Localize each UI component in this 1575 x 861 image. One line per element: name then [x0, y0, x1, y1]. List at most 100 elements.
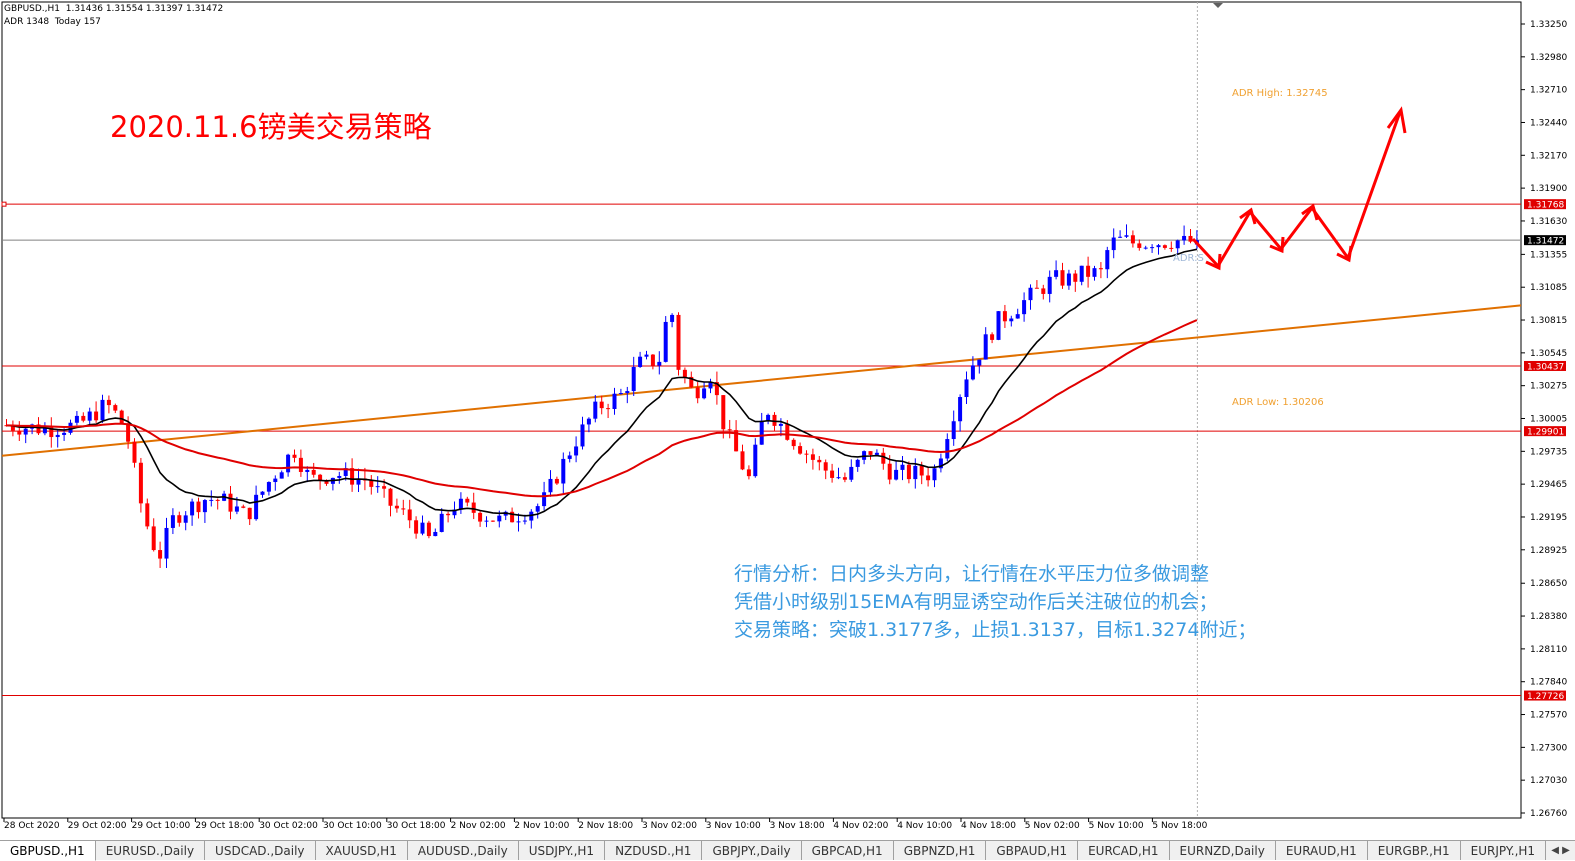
candle[interactable]: [1054, 260, 1059, 280]
candle[interactable]: [977, 359, 982, 374]
chart-tab-eurgbp-h1[interactable]: EURGBP.,H1: [1368, 841, 1461, 860]
candle[interactable]: [170, 508, 175, 535]
candle[interactable]: [1124, 224, 1129, 239]
candle[interactable]: [554, 476, 559, 485]
candle[interactable]: [369, 475, 374, 495]
candle[interactable]: [740, 444, 745, 471]
chart-tab-xauusd-h1[interactable]: XAUUSD,H1: [316, 841, 408, 860]
candle[interactable]: [1009, 315, 1014, 327]
candle[interactable]: [484, 516, 489, 528]
candle[interactable]: [926, 466, 931, 487]
candle[interactable]: [23, 425, 28, 444]
candle[interactable]: [1028, 284, 1033, 310]
candle[interactable]: [702, 381, 707, 400]
candle[interactable]: [478, 511, 483, 527]
candle[interactable]: [202, 499, 207, 523]
candle[interactable]: [510, 507, 515, 523]
candle[interactable]: [791, 438, 796, 450]
chart-tab-gbpcad-h1[interactable]: GBPCAD,H1: [802, 841, 894, 860]
candle[interactable]: [580, 416, 585, 450]
candle[interactable]: [158, 541, 163, 568]
chart-tab-eurusd-daily[interactable]: EURUSD.,Daily: [96, 841, 206, 860]
candle[interactable]: [254, 485, 259, 521]
candle[interactable]: [490, 520, 495, 523]
scroll-arrows-icon[interactable]: ◀ ▶: [1551, 845, 1570, 856]
candle[interactable]: [612, 387, 617, 415]
candle[interactable]: [849, 459, 854, 482]
candle[interactable]: [823, 459, 828, 480]
candle[interactable]: [1098, 262, 1103, 279]
candle[interactable]: [1073, 270, 1078, 292]
candle[interactable]: [727, 419, 732, 439]
candle[interactable]: [804, 450, 809, 464]
candle[interactable]: [196, 497, 201, 519]
ema-fast-line[interactable]: [6, 248, 1198, 517]
candle[interactable]: [311, 462, 316, 478]
candle[interactable]: [1130, 230, 1135, 248]
candle[interactable]: [350, 458, 355, 492]
candle[interactable]: [734, 420, 739, 452]
candle[interactable]: [830, 463, 835, 483]
price-chart[interactable]: 1.33250 1.32980 1.32710 1.32440 1.32170 1.319…: [0, 0, 1575, 840]
chart-tab-usdcad-daily[interactable]: USDCAD.,Daily: [205, 841, 316, 860]
candle[interactable]: [215, 498, 220, 510]
candle[interactable]: [746, 465, 751, 480]
candle[interactable]: [177, 511, 182, 527]
candle[interactable]: [10, 420, 15, 437]
candle[interactable]: [119, 409, 124, 425]
candle[interactable]: [1162, 244, 1167, 250]
candle[interactable]: [407, 499, 412, 529]
chart-tab-eurnzd-daily[interactable]: EURNZD,Daily: [1170, 841, 1276, 860]
candle[interactable]: [593, 394, 598, 423]
candle[interactable]: [356, 468, 361, 493]
candle[interactable]: [1041, 284, 1046, 300]
candle[interactable]: [94, 401, 99, 423]
candle[interactable]: [1188, 229, 1193, 244]
candle[interactable]: [113, 403, 118, 414]
candle[interactable]: [689, 371, 694, 389]
candle[interactable]: [894, 461, 899, 481]
candle[interactable]: [1047, 270, 1052, 303]
shift-marker-icon[interactable]: [1213, 3, 1223, 8]
candle[interactable]: [87, 407, 92, 425]
candle[interactable]: [439, 508, 444, 533]
candle[interactable]: [759, 412, 764, 445]
candle[interactable]: [567, 451, 572, 463]
candle[interactable]: [1150, 244, 1155, 253]
candle[interactable]: [273, 475, 278, 491]
candle[interactable]: [529, 509, 534, 529]
candle[interactable]: [1182, 225, 1187, 245]
candle[interactable]: [241, 504, 246, 509]
candle[interactable]: [55, 430, 60, 448]
candle[interactable]: [401, 499, 406, 515]
candle[interactable]: [465, 496, 470, 507]
ema-slow-line[interactable]: [6, 319, 1198, 498]
candle[interactable]: [516, 513, 521, 532]
candle[interactable]: [260, 491, 265, 498]
candle[interactable]: [535, 503, 540, 519]
candle[interactable]: [906, 461, 911, 484]
candle[interactable]: [599, 395, 604, 415]
candle[interactable]: [676, 312, 681, 376]
chart-tab-eurcad-h1[interactable]: EURCAD,H1: [1078, 841, 1170, 860]
candle[interactable]: [228, 485, 233, 520]
candle[interactable]: [183, 511, 188, 531]
candle[interactable]: [670, 313, 675, 328]
candle[interactable]: [1022, 292, 1027, 322]
candle[interactable]: [1169, 241, 1174, 252]
chart-tab-gbpnzd-h1[interactable]: GBPNZD,H1: [894, 841, 987, 860]
candle[interactable]: [1060, 262, 1065, 289]
candle[interactable]: [190, 498, 195, 526]
candle[interactable]: [638, 351, 643, 368]
candle[interactable]: [279, 470, 284, 479]
candle[interactable]: [81, 412, 86, 423]
candle[interactable]: [855, 458, 860, 472]
chart-tab-usdjpy-h1[interactable]: USDJPY.,H1: [519, 841, 606, 860]
candle[interactable]: [970, 356, 975, 381]
candle[interactable]: [561, 452, 566, 495]
chart-tab-gbpaud-h1[interactable]: GBPAUD,H1: [986, 841, 1079, 860]
candle[interactable]: [606, 403, 611, 419]
candle[interactable]: [996, 310, 1001, 341]
candle[interactable]: [292, 449, 297, 463]
candle[interactable]: [1034, 280, 1039, 289]
